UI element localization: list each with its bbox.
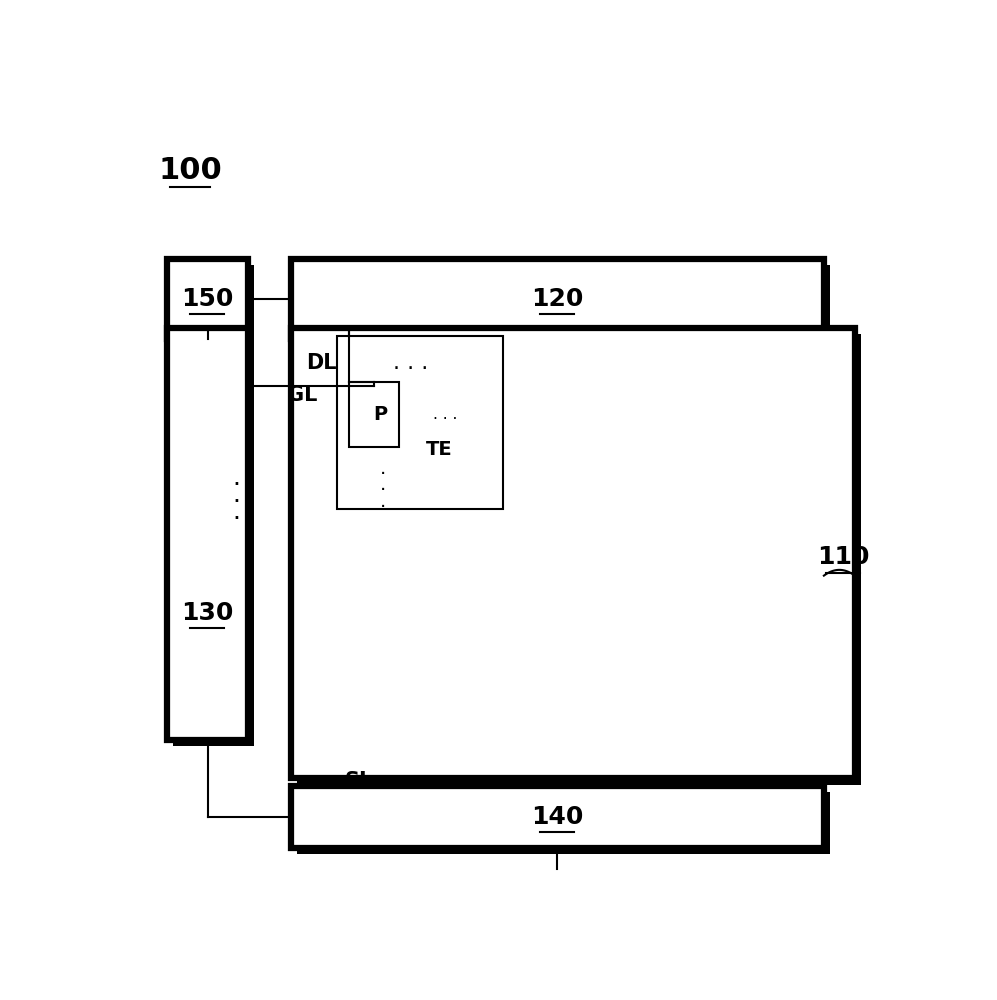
Text: .: . <box>380 475 387 494</box>
Text: .: . <box>232 466 240 490</box>
Bar <box>291 259 824 339</box>
Text: SL: SL <box>345 771 373 791</box>
Text: .: . <box>232 500 240 524</box>
Bar <box>349 382 399 447</box>
Text: 120: 120 <box>531 287 583 311</box>
Text: 140: 140 <box>531 805 583 829</box>
Text: . . .: . . . <box>393 353 428 373</box>
Text: . . .: . . . <box>433 407 458 422</box>
Text: .: . <box>380 492 387 511</box>
Bar <box>297 792 831 854</box>
Text: P: P <box>374 405 388 424</box>
Text: GL: GL <box>287 385 317 405</box>
Bar <box>291 786 824 848</box>
Text: . . .: . . . <box>436 771 471 791</box>
Bar <box>167 328 248 740</box>
Bar <box>297 265 831 346</box>
Text: TE: TE <box>426 440 453 459</box>
Bar <box>173 334 254 746</box>
Text: 100: 100 <box>159 156 222 185</box>
Bar <box>297 334 861 785</box>
Bar <box>167 259 248 339</box>
Text: DL: DL <box>306 353 337 373</box>
Bar <box>291 328 854 778</box>
Text: 130: 130 <box>181 601 233 625</box>
Bar <box>173 265 254 346</box>
Text: .: . <box>232 483 240 507</box>
Text: 150: 150 <box>181 287 233 311</box>
Text: .: . <box>380 459 387 478</box>
Text: 110: 110 <box>817 545 869 569</box>
Bar <box>337 336 503 509</box>
